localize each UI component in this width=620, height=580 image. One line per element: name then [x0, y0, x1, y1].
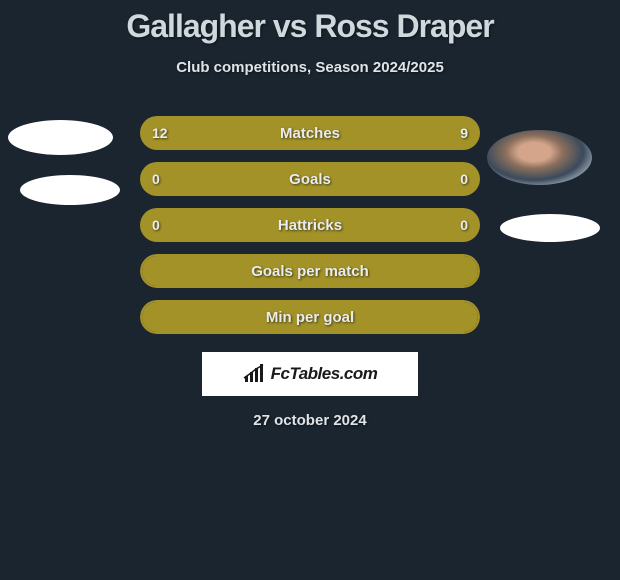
player-left-avatar-1	[8, 120, 113, 155]
stat-value-right: 9	[460, 125, 468, 141]
stat-bar-matches: 12 Matches 9	[140, 116, 480, 150]
stat-bar-min-per-goal: Min per goal	[140, 300, 480, 334]
player-right-avatar-2	[500, 214, 600, 242]
stat-label: Hattricks	[278, 217, 342, 234]
stat-value-right: 0	[460, 171, 468, 187]
player-left-avatar-2	[20, 175, 120, 205]
stat-label: Goals	[289, 171, 331, 188]
logo-text: FcTables.com	[271, 364, 378, 384]
stat-bar-goals: 0 Goals 0	[140, 162, 480, 196]
subtitle: Club competitions, Season 2024/2025	[0, 59, 620, 76]
stat-label: Goals per match	[251, 263, 369, 280]
stat-label: Min per goal	[266, 309, 354, 326]
logo-container: FcTables.com	[202, 352, 418, 396]
stat-value-left: 0	[152, 217, 160, 233]
stats-container: 12 Matches 9 0 Goals 0 0 Hattricks 0 Goa…	[140, 116, 480, 334]
chart-icon	[243, 364, 267, 384]
player-right-avatar-1	[487, 130, 592, 185]
stat-value-right: 0	[460, 217, 468, 233]
page-title: Gallagher vs Ross Draper	[0, 0, 620, 45]
date-text: 27 october 2024	[0, 412, 620, 429]
stat-bar-hattricks: 0 Hattricks 0	[140, 208, 480, 242]
stat-value-left: 12	[152, 125, 168, 141]
stat-value-left: 0	[152, 171, 160, 187]
stat-bar-goals-per-match: Goals per match	[140, 254, 480, 288]
stat-label: Matches	[280, 125, 340, 142]
